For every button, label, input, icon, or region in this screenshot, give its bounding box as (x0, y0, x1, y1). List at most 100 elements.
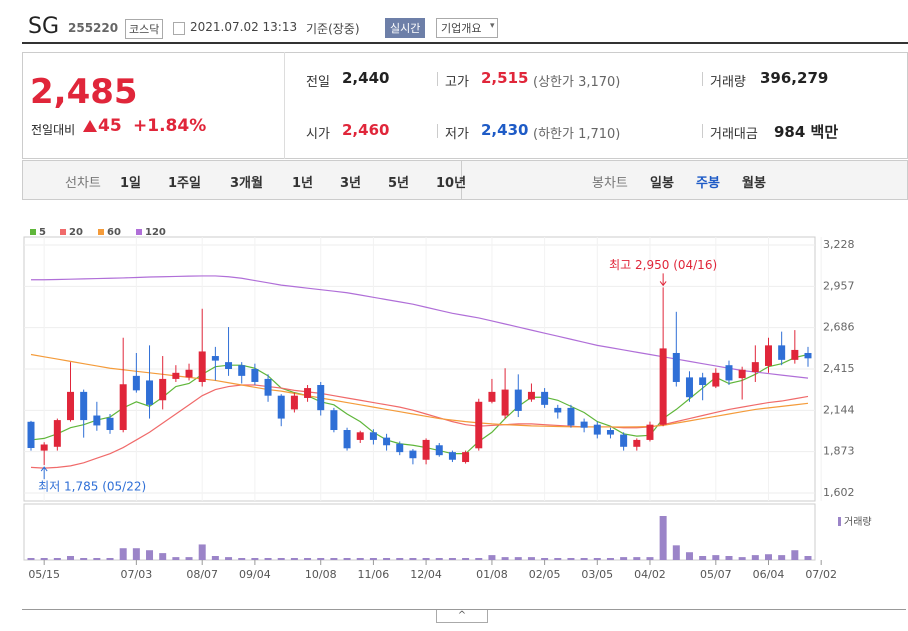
candle-body (132, 375, 140, 391)
volume-bar (672, 545, 680, 560)
stat-label: 고가 (445, 75, 469, 90)
candle-body (488, 391, 496, 402)
volume-bar (146, 550, 154, 560)
stat-value: 2,460 (342, 121, 390, 139)
volume-bar (80, 558, 88, 560)
volume-bar (225, 557, 233, 560)
volume-bar (172, 557, 180, 560)
dropdown-caret: ▾ (490, 21, 495, 31)
candle-body (304, 388, 312, 398)
annotation-arrow (659, 273, 667, 287)
legend-swatch (60, 229, 66, 235)
tab[interactable]: 1년 (292, 176, 314, 191)
tab[interactable]: 일봉 (650, 176, 674, 191)
y-tick-label: 1,602 (823, 486, 855, 499)
candle-body (356, 432, 364, 440)
volume-bar (764, 554, 772, 560)
candle-body (198, 351, 206, 382)
candle-body (67, 391, 75, 421)
stat-value: 2,515 (481, 69, 529, 87)
tab[interactable]: 3년 (340, 176, 362, 191)
candle-body (738, 369, 746, 379)
tab-group-label: 선차트 (65, 176, 101, 191)
stock-name: SG (28, 14, 60, 39)
candle-body (383, 437, 391, 446)
ma-line (30, 353, 809, 428)
change: 45 (98, 116, 122, 136)
stat-value: 396,279 (760, 69, 829, 87)
y-tick-label: 2,144 (823, 403, 855, 416)
volume-bar (462, 558, 470, 560)
x-tick-label: 01/08 (476, 568, 508, 581)
volume-bar (791, 550, 799, 560)
stock-code: 255220 (68, 21, 119, 35)
volume-bar (396, 558, 404, 560)
x-tick-label: 03/05 (581, 568, 613, 581)
change-label: 전일대비 (31, 123, 76, 137)
candle-body (448, 452, 456, 460)
stat-label: 시가 (306, 127, 330, 142)
candle-body (659, 348, 667, 425)
candle-body (251, 369, 259, 382)
divider (284, 52, 285, 159)
candle-body (80, 391, 88, 421)
volume-bar (699, 556, 707, 560)
candle-body (277, 395, 285, 419)
candle-body (409, 450, 417, 459)
collapse-button[interactable]: ^ (436, 610, 488, 623)
candle-body (146, 380, 154, 405)
change-pct: +1.84% (133, 116, 207, 136)
volume-bar (330, 558, 338, 560)
volume-bar (685, 552, 693, 560)
tab[interactable]: 월봉 (742, 176, 766, 191)
candle-body (343, 430, 351, 449)
candle-body (225, 362, 233, 369)
candle-body (791, 349, 799, 360)
tab[interactable]: 10년 (436, 176, 467, 191)
volume-bar (422, 558, 430, 560)
volume-bar (712, 555, 720, 560)
volume-bar (290, 558, 298, 560)
x-tick-label: 11/06 (358, 568, 390, 581)
candle-body (462, 452, 470, 463)
candle-body (27, 421, 35, 449)
tab[interactable]: 1주일 (168, 176, 201, 191)
candle-body (646, 424, 654, 440)
candle-body (633, 439, 641, 447)
tab[interactable]: 3개월 (230, 176, 263, 191)
stat-note: (하한가 1,710) (533, 127, 621, 142)
volume-bar (606, 558, 614, 560)
candle-body (264, 378, 272, 396)
candle-body (554, 407, 562, 413)
tab[interactable]: 주봉 (696, 176, 720, 191)
volume-bar (238, 558, 246, 560)
tab[interactable]: 5년 (388, 176, 410, 191)
x-tick-label: 04/02 (634, 568, 666, 581)
candle-body (330, 410, 338, 431)
legend-swatch (98, 229, 104, 235)
legend-label: 120 (145, 227, 166, 238)
stat-note: (상한가 3,170) (533, 75, 621, 90)
candle-body (685, 377, 693, 398)
tab[interactable]: 1일 (120, 176, 142, 191)
stat-value: 984 백만 (774, 123, 839, 141)
realtime-button[interactable]: 실시간 (385, 18, 426, 38)
volume-bar (106, 558, 114, 560)
market-badge: 코스닥 (125, 19, 164, 39)
candle-body (211, 356, 219, 361)
legend-label: 5 (39, 227, 46, 238)
stat-sep (437, 124, 438, 138)
stat-label: 전일 (306, 75, 330, 90)
candle-body (396, 443, 404, 453)
stat-label: 거래량 (710, 75, 746, 90)
volume-bar (159, 553, 167, 560)
stat-sep (437, 72, 438, 86)
y-tick-label: 3,228 (823, 238, 855, 251)
volume-bar (725, 556, 733, 560)
volume-bar (580, 558, 588, 560)
basis: 기준(장중) (306, 22, 360, 36)
volume-bar (778, 555, 786, 560)
overview-button[interactable]: 기업개요 (436, 18, 499, 38)
candle-body (778, 345, 786, 360)
candle-body (172, 372, 180, 379)
